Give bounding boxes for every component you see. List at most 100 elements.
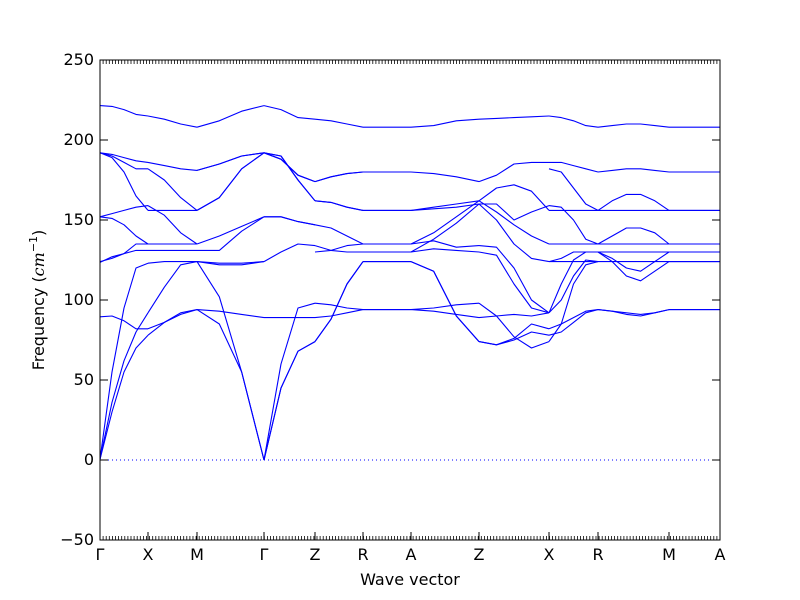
band-line-Γ-X-9 — [99, 152, 148, 170]
band-line-Z-X-3 — [478, 312, 550, 319]
band-line-M-Γ-10 — [196, 152, 265, 171]
band-line-X-M-10 — [147, 161, 198, 171]
band-lines — [99, 105, 720, 461]
y-tick-label: 150 — [63, 210, 94, 229]
band-line-Z-X-10 — [478, 161, 549, 183]
band-line-M-Γ-11 — [196, 105, 265, 128]
band-line-Z-R-5 — [314, 243, 364, 253]
band-line-X-R-12 — [548, 115, 599, 128]
band-line-Γ-X-2 — [99, 262, 149, 460]
band-line-Z-X-11 — [478, 115, 550, 120]
band-line-Z-R-6 — [314, 224, 364, 245]
band-line-Γ-X-0 — [99, 334, 149, 460]
x-tick-label: X — [544, 545, 555, 564]
band-line-A-Z-10 — [410, 171, 480, 183]
band-line-A-Z-3 — [410, 261, 480, 342]
band-line-X-R-1 — [548, 309, 599, 330]
band-line-X-M-9 — [147, 168, 198, 211]
x-tick-label: Γ — [260, 545, 269, 564]
band-line-Γ-Z-2 — [263, 341, 316, 461]
band-line-Z-X-4 — [478, 251, 550, 314]
x-tick-label: A — [715, 545, 726, 564]
band-line-X-M-3 — [147, 261, 197, 264]
y-axis-label-exponent: −1 — [27, 236, 40, 252]
band-line-R-M-10 — [597, 168, 670, 173]
y-axis-label-prefix: Frequency ( — [29, 276, 48, 370]
x-tick-label: X — [143, 545, 154, 564]
y-axis-label-unit: cm — [29, 252, 48, 276]
y-axis-label-suffix: ) — [29, 230, 48, 236]
band-line-Z-X-6 — [478, 203, 550, 263]
band-line-A-Z-7 — [410, 200, 480, 245]
band-line-X-R-0 — [548, 309, 599, 336]
band-line-Γ-Z-8 — [263, 152, 316, 202]
y-axis-label: Frequency (cm−1) — [27, 230, 48, 371]
band-line-R-M-4 — [597, 251, 670, 272]
x-tick-label: M — [190, 545, 204, 564]
band-line-Z-R-8 — [314, 200, 364, 211]
band-line-Z-R-11 — [314, 118, 364, 128]
x-axis-label: Wave vector — [360, 570, 460, 589]
band-line-A-Z-4 — [410, 248, 480, 253]
band-line-Γ-X-7 — [99, 205, 149, 218]
band-line-Z-R-2 — [314, 261, 364, 342]
band-line-A-Z-5 — [410, 203, 480, 253]
band-line-Γ-Z-0 — [263, 302, 316, 461]
band-line-X-R-2 — [548, 261, 599, 342]
band-line-X-R-11 — [549, 161, 599, 173]
x-tick-label: Z — [474, 545, 485, 564]
band-line-X-R-6 — [548, 251, 598, 263]
band-line-Z-R-4 — [314, 245, 363, 253]
band-line-Γ-X-11 — [99, 105, 149, 117]
band-line-M-Γ-4 — [196, 261, 265, 266]
band-line-X-R-8 — [548, 205, 599, 245]
band-line-Z-R-3 — [314, 309, 364, 319]
band-line-Γ-Z-11 — [263, 105, 316, 120]
band-line-R-M-3 — [597, 251, 670, 282]
band-line-Γ-X-8 — [99, 152, 149, 211]
band-line-M-Γ-3 — [196, 261, 265, 264]
band-line-Z-X-5 — [478, 245, 550, 314]
band-line-Z-X-9 — [478, 184, 550, 211]
x-tick-label: Γ — [96, 545, 105, 564]
band-line-X-R-10 — [548, 168, 599, 211]
band-line-X-M-0 — [147, 309, 198, 336]
x-minor-ticks — [99, 60, 718, 540]
band-line-Γ-X-6 — [99, 216, 149, 245]
y-tick-label: 0 — [84, 450, 94, 469]
band-line-Z-X-2 — [478, 302, 550, 349]
band-line-A-Z-8 — [410, 203, 480, 211]
band-line-X-M-11 — [147, 115, 198, 128]
band-line-R-M-8 — [597, 193, 670, 211]
band-line-Γ-X-1 — [99, 312, 149, 460]
band-line-Z-R-10 — [314, 171, 364, 183]
y-axis: −50 0 50 100 150 200 250 — [60, 50, 720, 549]
y-tick-label: 100 — [63, 290, 94, 309]
band-line-Γ-Z-10 — [263, 152, 316, 183]
band-line-A-Z-6 — [410, 240, 480, 248]
band-line-Γ-Z-6 — [264, 216, 316, 226]
band-line-Γ-Z-4 — [263, 243, 316, 263]
band-line-Γ-X-3 — [99, 315, 148, 330]
x-tick-label: Z — [310, 545, 321, 564]
x-tick-label: R — [357, 545, 368, 564]
band-line-Γ-X-10 — [99, 152, 149, 163]
band-line-M-Γ-0 — [196, 309, 265, 319]
y-tick-label: −50 — [60, 530, 94, 549]
band-line-R-M-6 — [597, 227, 670, 245]
band-line-X-M-1 — [147, 309, 198, 330]
band-line-A-Z-1 — [410, 309, 480, 319]
band-line-Γ-X-5 — [99, 243, 148, 263]
x-tick-label: R — [592, 545, 603, 564]
band-line-M-Γ-8 — [196, 152, 265, 211]
y-tick-label: 50 — [74, 370, 94, 389]
band-line-A-Z-11 — [410, 118, 480, 128]
x-tick-label: M — [662, 545, 676, 564]
band-line-A-Z-9 — [410, 200, 480, 211]
band-line-A-Z-0 — [410, 302, 480, 311]
band-line-R-M-11 — [597, 123, 670, 128]
x-tick-label: A — [406, 545, 417, 564]
